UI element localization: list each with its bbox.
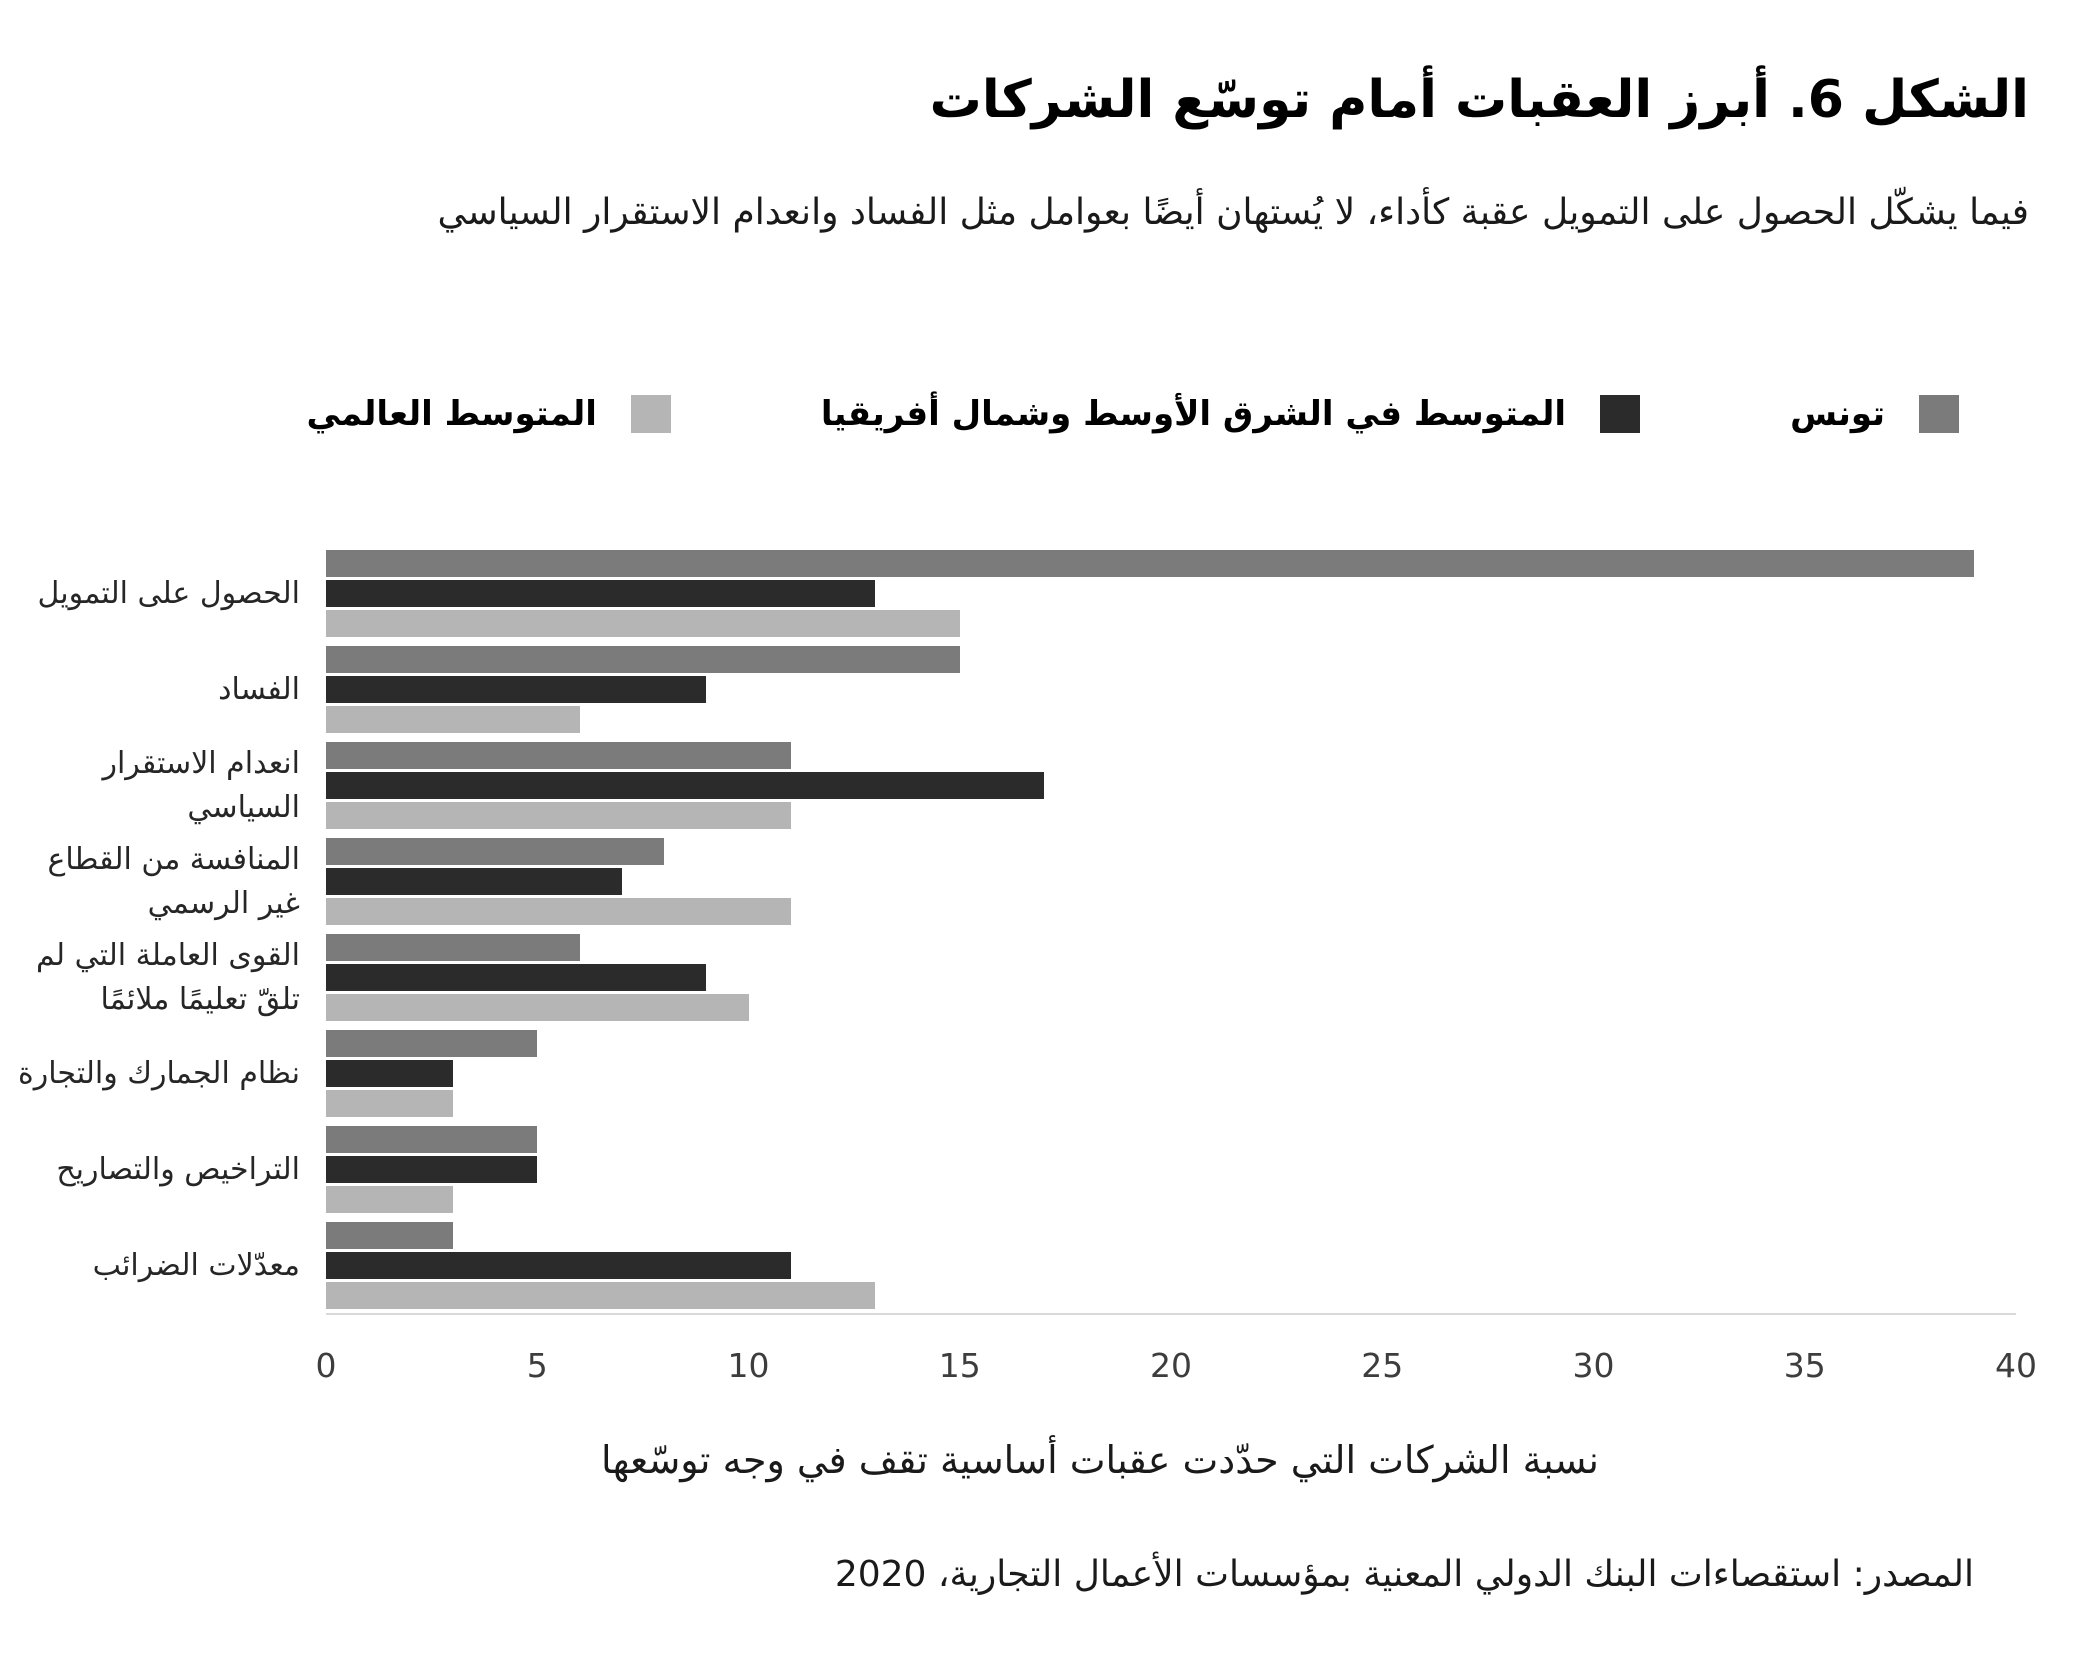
source-note: المصدر: استقصاءات البنك الدولي المعنية ب… — [834, 1554, 1974, 1595]
bar-tunisia-category-4 — [326, 934, 580, 961]
bar-mena-average-category-1 — [326, 676, 707, 703]
category-label-7: معدّلات الضرائب — [0, 1222, 300, 1309]
bar-world-average-category-2 — [326, 802, 791, 829]
legend-label-world-average: المتوسط العالمي — [306, 394, 597, 434]
x-axis-tick-20: 20 — [1150, 1346, 1192, 1385]
bar-mena-average-category-0 — [326, 580, 876, 607]
category-label-text: التراخيص والتصاريح — [56, 1151, 300, 1187]
x-axis-tick-10: 10 — [727, 1346, 770, 1385]
bar-world-average-category-0 — [326, 610, 960, 637]
bar-mena-average-category-6 — [326, 1156, 538, 1183]
category-label-text: انعدام الاستقرار السياسي — [102, 745, 300, 825]
category-label-text: المنافسة من القطاع غير الرسمي — [47, 841, 300, 921]
x-axis-tick-30: 30 — [1572, 1346, 1615, 1385]
legend-item-mena-average: المتوسط في الشرق الأوسط وشمال أفريقيا — [820, 394, 1641, 434]
legend: تونس المتوسط في الشرق الأوسط وشمال أفريقي… — [306, 394, 1959, 434]
chart-subtitle: فيما يشكّل الحصول على التمويل عقبة كأداء… — [437, 192, 2030, 233]
bar-mena-average-category-2 — [326, 772, 1045, 799]
x-axis-tick-40: 40 — [1995, 1346, 2037, 1385]
x-axis-title: نسبة الشركات التي حدّدت عقبات أساسية تقف… — [601, 1438, 1599, 1482]
bar-mena-average-category-3 — [326, 868, 622, 895]
x-axis-tick-0: 0 — [315, 1346, 337, 1385]
category-label-2: انعدام الاستقرار السياسي — [0, 742, 300, 829]
bar-tunisia-category-5 — [326, 1030, 538, 1057]
x-axis-tick-25: 25 — [1361, 1346, 1404, 1385]
legend-item-world-average: المتوسط العالمي — [306, 394, 671, 434]
legend-item-tunisia: تونس — [1790, 394, 1959, 434]
category-label-6: التراخيص والتصاريح — [0, 1126, 300, 1213]
bar-tunisia-category-2 — [326, 742, 791, 769]
x-axis-tick-15: 15 — [938, 1346, 981, 1385]
legend-label-tunisia: تونس — [1790, 394, 1885, 434]
bar-world-average-category-4 — [326, 994, 749, 1021]
category-label-3: المنافسة من القطاع غير الرسمي — [0, 838, 300, 925]
category-label-0: الحصول على التمويل — [0, 550, 301, 637]
legend-swatch-mena-average — [1600, 395, 1641, 433]
category-label-text: الفساد — [218, 671, 300, 707]
bar-world-average-category-5 — [326, 1090, 453, 1117]
category-label-text: القوى العاملة التي لم تلقّ تعليمًا ملائم… — [35, 937, 300, 1017]
legend-label-mena-average: المتوسط في الشرق الأوسط وشمال أفريقيا — [820, 394, 1567, 434]
category-label-5: نظام الجمارك والتجارة — [0, 1030, 300, 1117]
bar-tunisia-category-7 — [326, 1222, 453, 1249]
bar-tunisia-category-0 — [326, 550, 1974, 577]
bar-world-average-category-1 — [326, 706, 580, 733]
bar-mena-average-category-4 — [326, 964, 707, 991]
bar-tunisia-category-3 — [326, 838, 664, 865]
category-label-1: الفساد — [0, 646, 300, 733]
x-axis-line — [326, 1313, 2016, 1315]
bar-world-average-category-7 — [326, 1282, 876, 1309]
x-axis-tick-35: 35 — [1783, 1346, 1826, 1385]
bar-world-average-category-6 — [326, 1186, 453, 1213]
category-label-text: معدّلات الضرائب — [92, 1247, 300, 1283]
bar-mena-average-category-5 — [326, 1060, 453, 1087]
bar-tunisia-category-1 — [326, 646, 960, 673]
category-label-4: القوى العاملة التي لم تلقّ تعليمًا ملائم… — [0, 934, 300, 1021]
legend-swatch-tunisia — [1919, 395, 1959, 433]
bar-world-average-category-3 — [326, 898, 791, 925]
bar-tunisia-category-6 — [326, 1126, 538, 1153]
x-axis-tick-5: 5 — [526, 1346, 548, 1385]
legend-swatch-world-average — [630, 395, 671, 433]
category-label-text: نظام الجمارك والتجارة — [17, 1055, 300, 1091]
chart-title: الشكل 6. أبرز العقبات أمام توسّع الشركات — [929, 70, 2029, 130]
category-label-text: الحصول على التمويل — [37, 575, 301, 611]
bar-mena-average-category-7 — [326, 1252, 791, 1279]
